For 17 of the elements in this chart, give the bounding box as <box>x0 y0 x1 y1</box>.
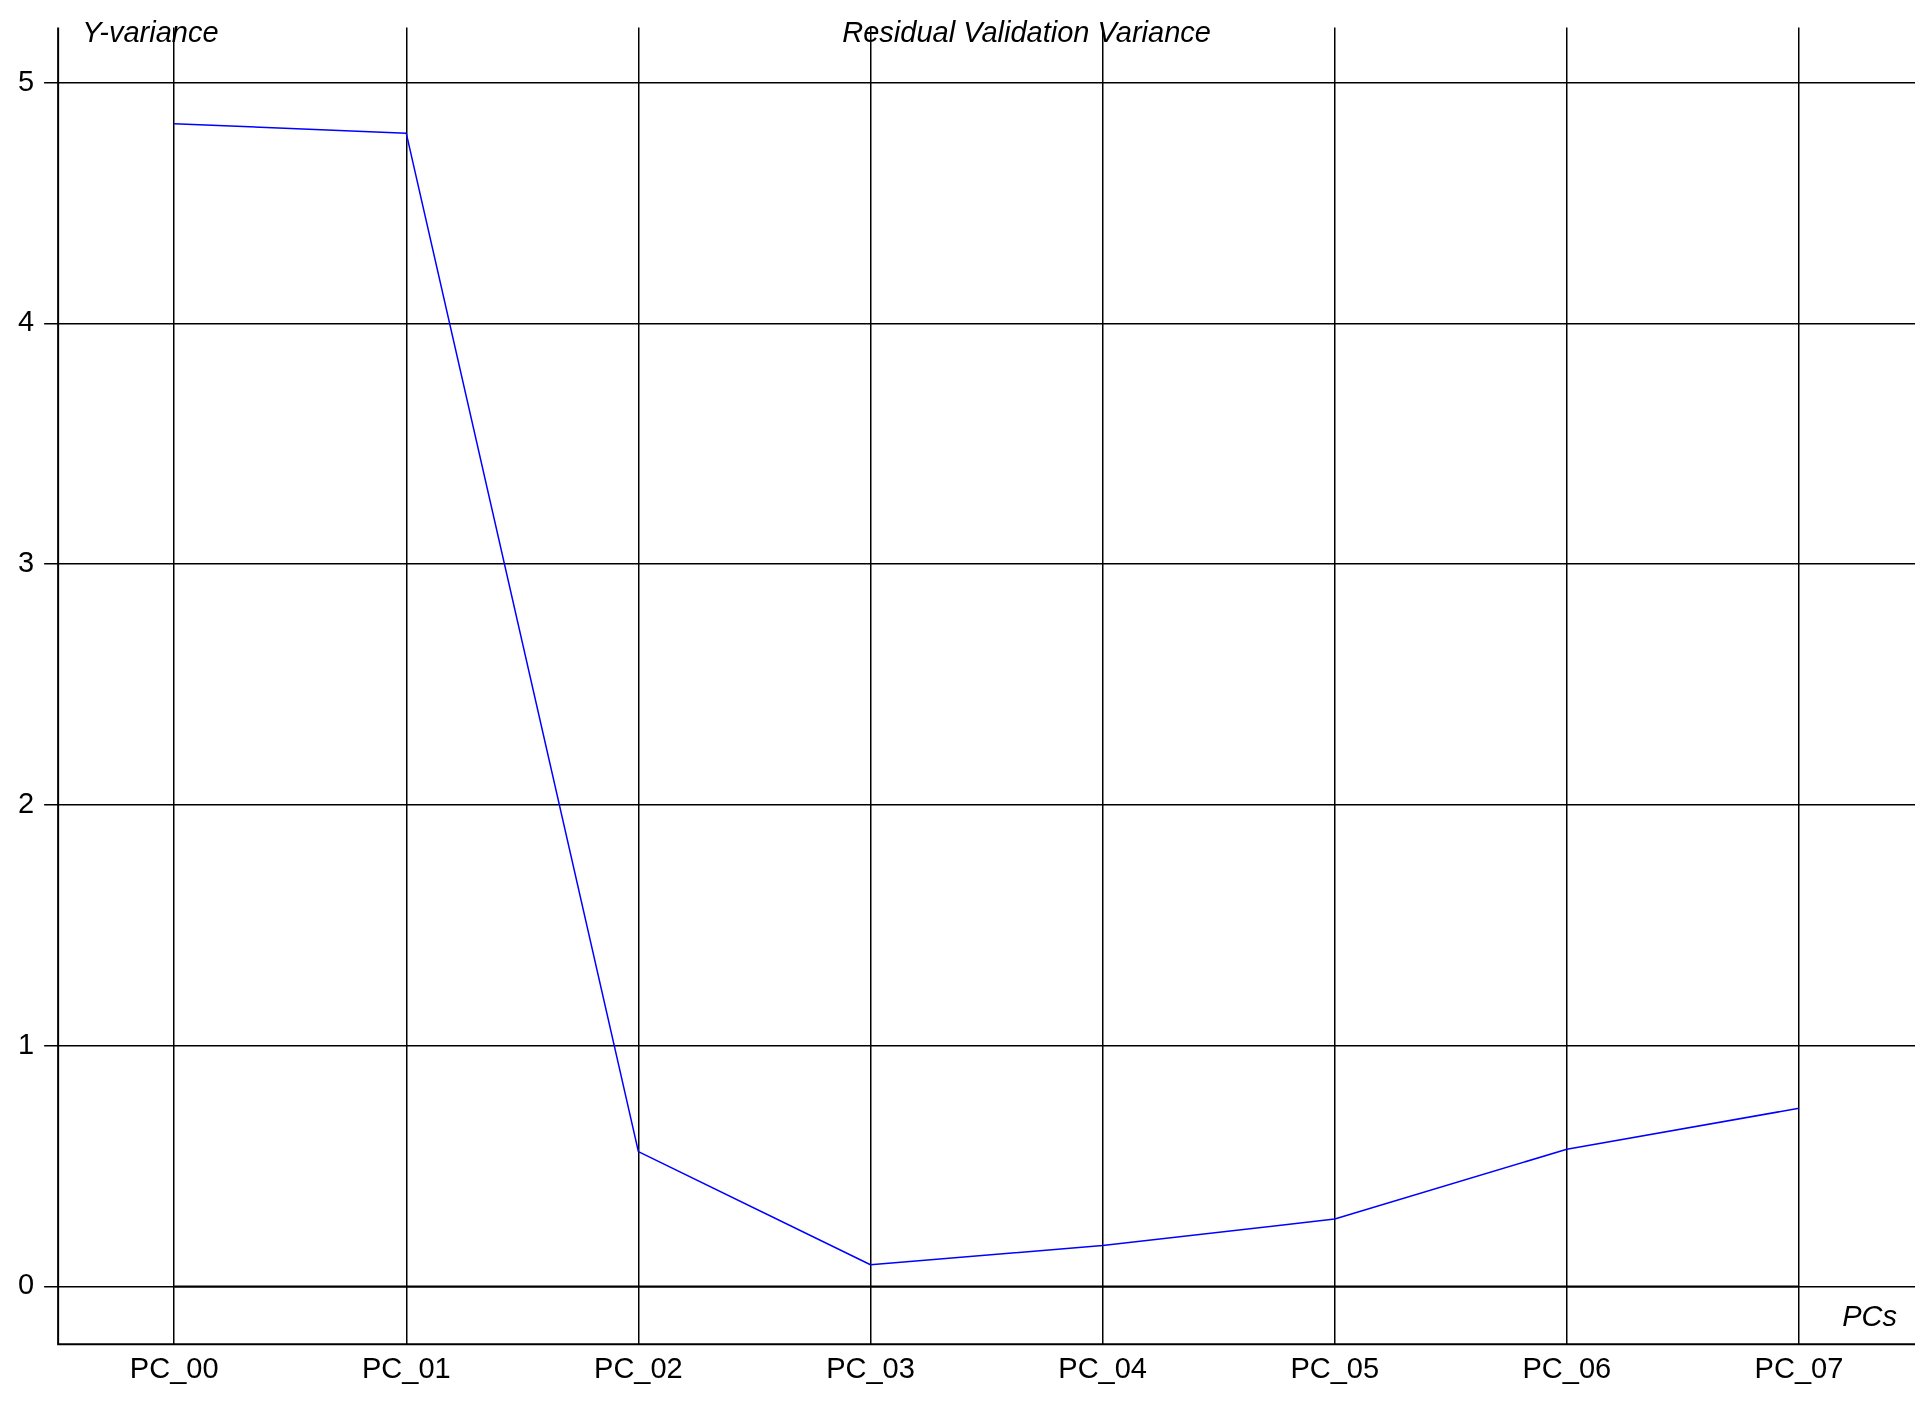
x-tick-label: PC_06 <box>1522 1351 1612 1384</box>
x-axis-title: PCs <box>1842 1300 1897 1333</box>
y-tick-label: 5 <box>17 64 35 97</box>
y-axis-title: Y-variance <box>82 16 219 49</box>
y-tick-label: 3 <box>17 546 35 579</box>
x-tick-label: PC_04 <box>1058 1351 1147 1384</box>
y-tick-label: 0 <box>17 1268 35 1301</box>
x-tick-label: PC_05 <box>1290 1351 1380 1384</box>
y-tick-label: 4 <box>17 305 35 338</box>
x-tick-label: PC_00 <box>129 1351 219 1384</box>
x-tick-label: PC_07 <box>1754 1351 1844 1384</box>
x-tick-label: PC_03 <box>826 1351 915 1384</box>
y-tick-label: 1 <box>17 1027 35 1060</box>
x-tick-label: PC_02 <box>594 1351 683 1384</box>
x-tick-label: PC_01 <box>361 1351 451 1384</box>
chart-title: Residual Validation Variance <box>842 16 1211 49</box>
y-tick-label: 2 <box>17 786 35 819</box>
